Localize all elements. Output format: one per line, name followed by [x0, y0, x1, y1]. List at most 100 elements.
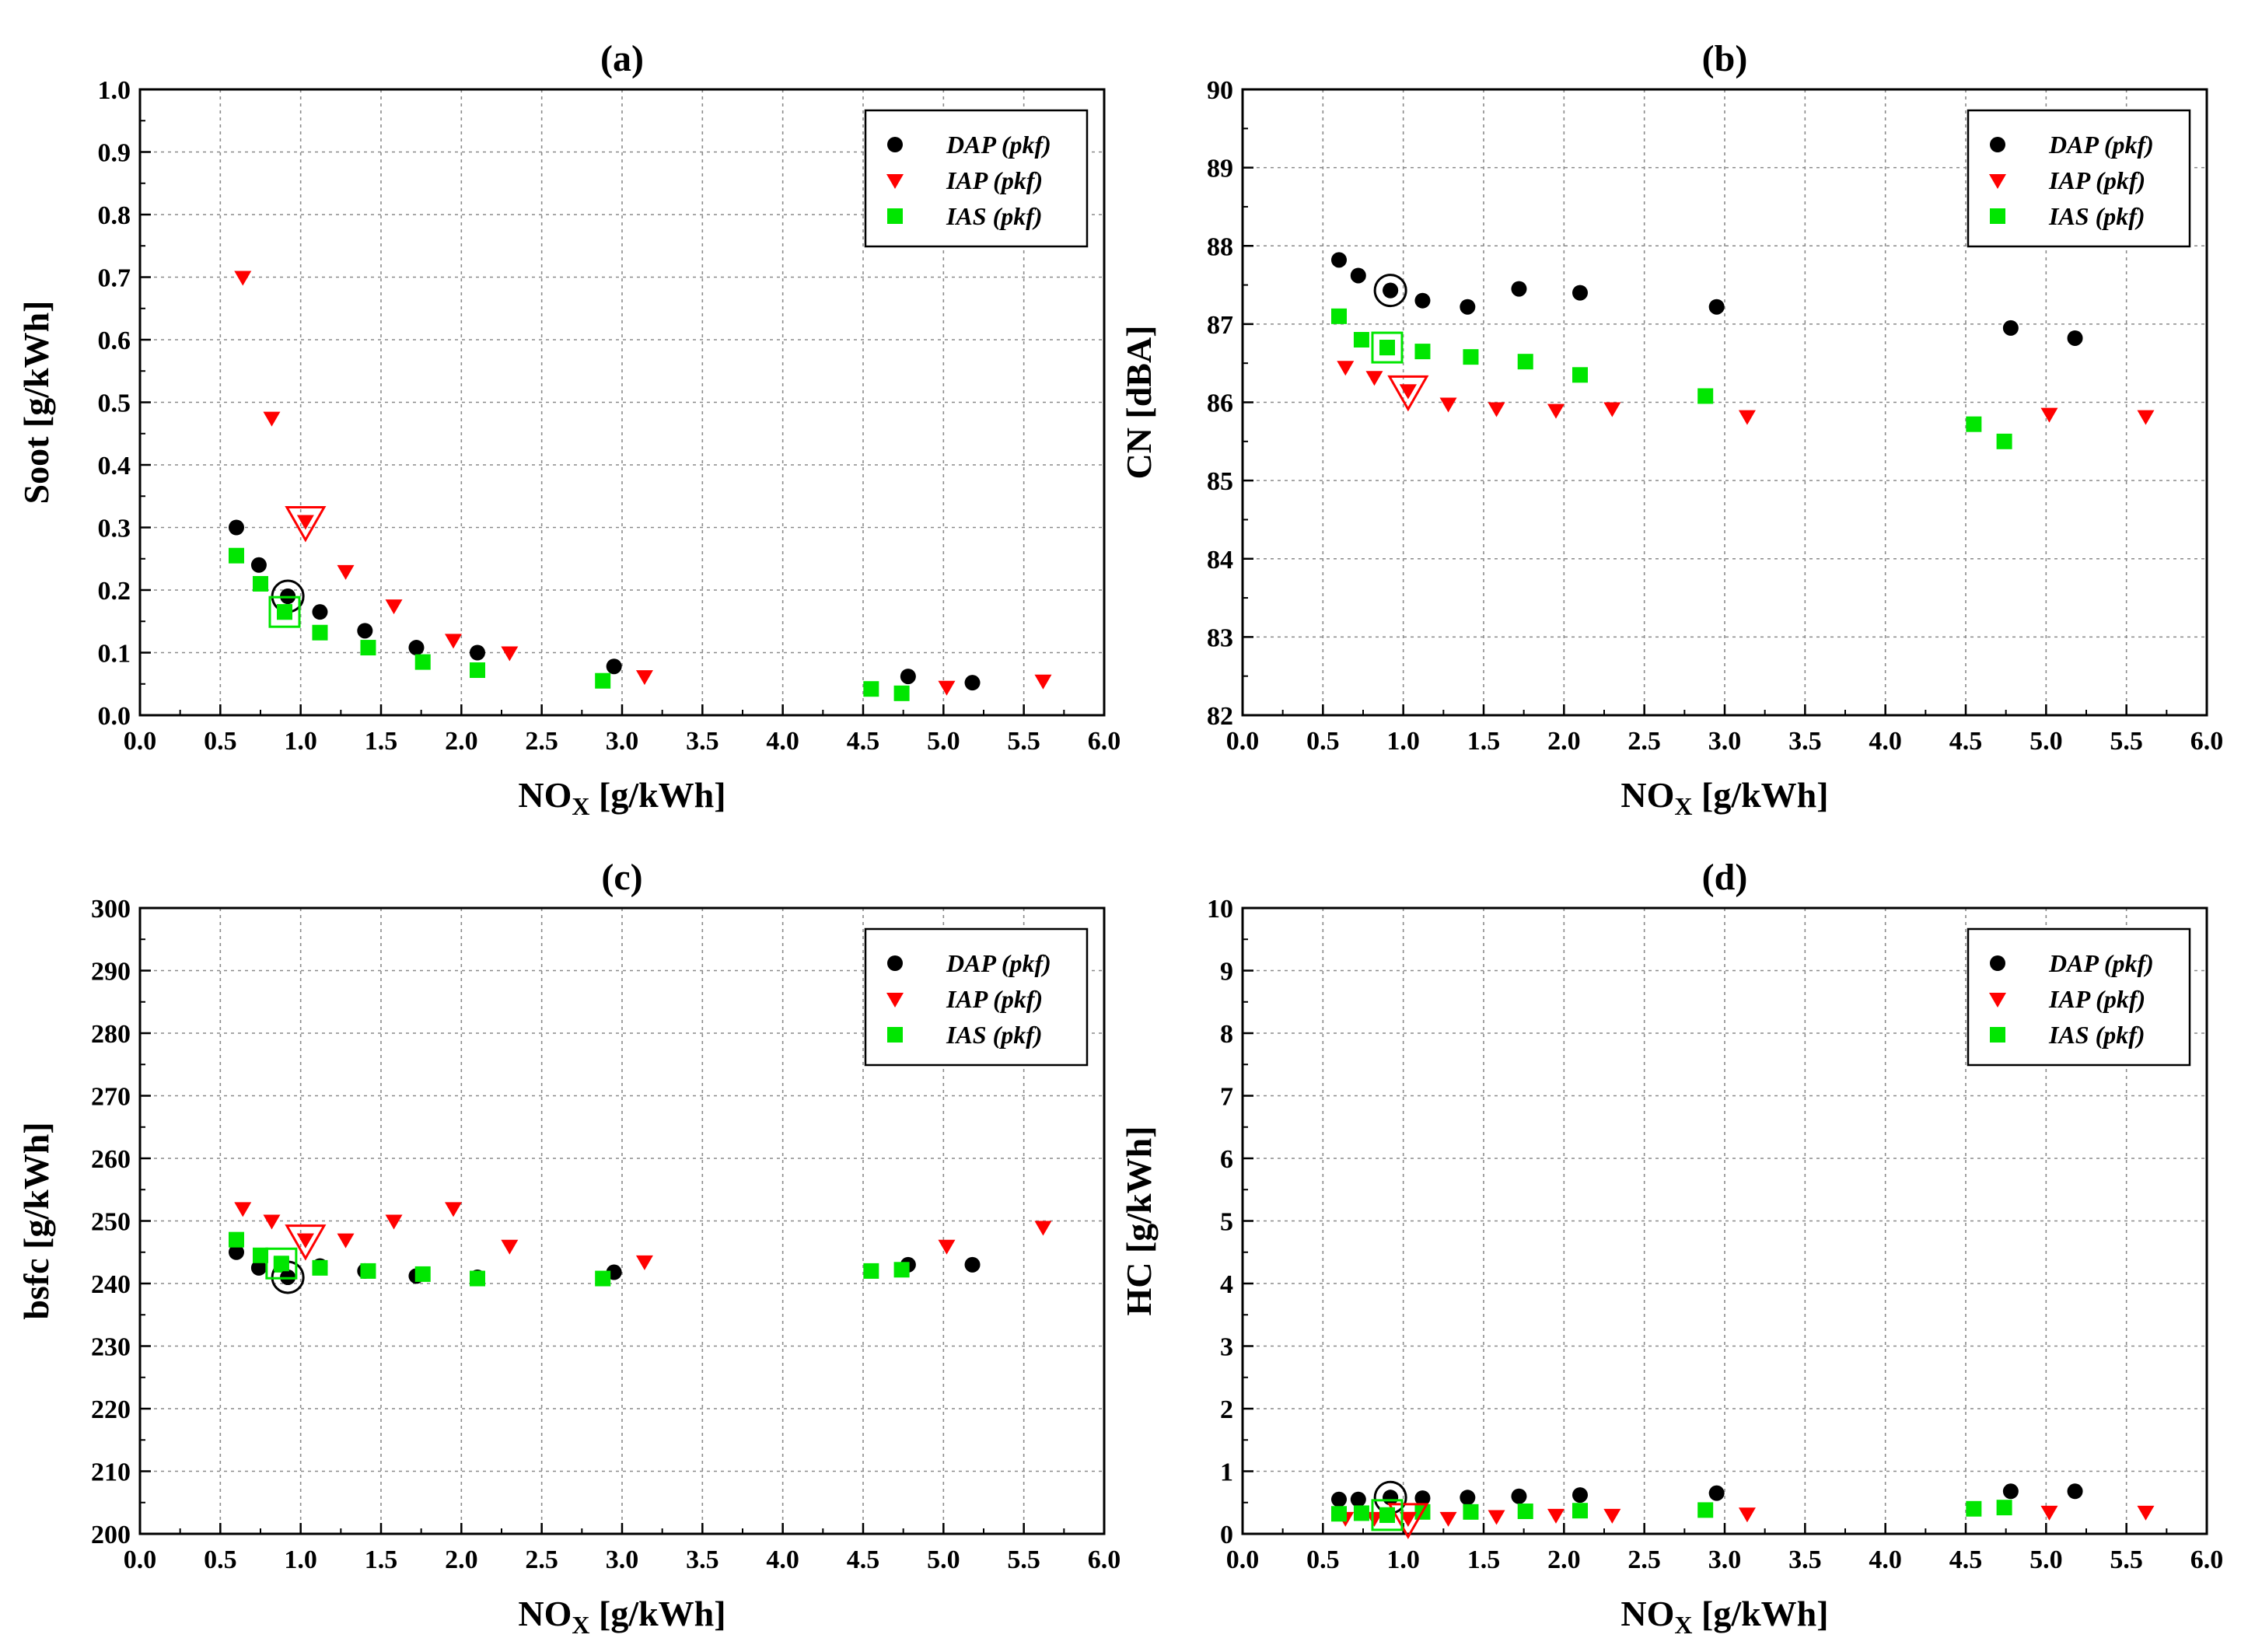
x-tick-label: 0.5 [1306, 727, 1340, 756]
panel-title: (a) [600, 38, 644, 79]
highlight-ring [1373, 274, 1407, 308]
data-point-iap [2040, 407, 2058, 423]
data-point-ias [595, 672, 611, 689]
highlight-ring [1387, 375, 1429, 412]
data-point-ias [1966, 1500, 1982, 1517]
data-point-ias [229, 1231, 244, 1248]
x-axis-label: NOX [g/kWh] [518, 1594, 725, 1639]
data-point-ias [253, 1247, 268, 1263]
data-point-iap [385, 599, 403, 615]
x-tick-label: 2.5 [525, 1545, 558, 1574]
data-point-ias [1697, 1502, 1714, 1518]
x-tick-label: 2.5 [1627, 727, 1661, 756]
x-tick-label: 1.5 [1467, 1545, 1501, 1574]
y-tick-label: 0.0 [98, 702, 131, 731]
data-point-ias [1353, 332, 1369, 348]
data-point-iap [1034, 1221, 1052, 1236]
legend-label-dap: DAP (pkf) [2048, 131, 2154, 159]
x-tick-label: 3.5 [686, 727, 719, 756]
y-tick-label: 0 [1220, 1521, 1233, 1549]
data-point-dap [1414, 292, 1431, 309]
highlight-ring [1371, 1499, 1404, 1532]
data-point-dap [2002, 320, 2019, 336]
x-tick-label: 5.0 [927, 727, 960, 756]
x-tick-label: 4.0 [766, 727, 799, 756]
data-point-iap [385, 1214, 403, 1230]
data-point-ias [1331, 1506, 1347, 1522]
data-point-ias [229, 547, 244, 564]
data-point-ias [360, 640, 376, 656]
data-points [1331, 252, 2155, 449]
highlight-point [277, 604, 292, 620]
panel-title: (d) [1702, 857, 1748, 898]
y-tick-label: 1 [1220, 1458, 1233, 1487]
x-tick-label: 2.0 [1547, 1545, 1581, 1574]
legend-label-ias: IAS (pkf) [946, 1021, 1043, 1049]
data-point-dap [1708, 1485, 1725, 1501]
x-tick-label: 6.0 [1088, 1545, 1121, 1574]
y-tick-label: 260 [91, 1145, 131, 1174]
highlight-ring [268, 595, 301, 628]
data-point-dap [1331, 252, 1347, 268]
data-point-ias [595, 1270, 611, 1287]
y-axis-label: HC [g/kWh] [1119, 1126, 1159, 1315]
data-point-iap [1365, 1511, 1383, 1527]
data-point-iap [1547, 1508, 1565, 1524]
data-point-ias [253, 575, 268, 592]
x-tick-label: 2.5 [525, 727, 558, 756]
data-points [229, 271, 1052, 701]
legend-marker-dap [1990, 955, 2005, 971]
legend-marker-dap [887, 137, 903, 152]
x-tick-label: 1.5 [365, 1545, 398, 1574]
y-tick-label: 300 [91, 895, 131, 924]
legend-marker-dap [1990, 137, 2005, 152]
data-point-dap [1350, 1491, 1366, 1507]
y-tick-label: 0.1 [98, 640, 131, 669]
y-tick-label: 83 [1207, 623, 1233, 652]
highlight-ias [265, 1247, 298, 1280]
panel-2: (b) 0.0 0.5 1.0 1.5 2.0 2.5 3.0 3.5 4.0 4.5 5.0 5.5 6… [1119, 38, 2223, 820]
y-tick-label: 0.4 [98, 452, 131, 480]
highlight-point [1383, 1490, 1399, 1506]
y-tick-label: 9 [1220, 958, 1233, 987]
y-tick-label: 210 [91, 1458, 131, 1487]
x-tick-label: 1.0 [284, 1545, 317, 1574]
highlight-ring [1371, 331, 1404, 364]
data-point-iap [263, 1214, 281, 1230]
data-point-dap [312, 604, 328, 620]
data-point-dap [2002, 1483, 2019, 1500]
x-tick-label: 6.0 [2190, 727, 2224, 756]
data-point-ias [414, 654, 431, 670]
y-tick-label: 90 [1207, 76, 1233, 105]
legend-marker-iap [886, 993, 904, 1008]
x-tick-label: 0.5 [1306, 1545, 1340, 1574]
y-tick-label: 10 [1207, 895, 1233, 924]
data-point-dap [964, 675, 981, 691]
data-point-dap [1460, 299, 1476, 315]
data-point-ias [1463, 349, 1479, 365]
panel-title: (b) [1702, 38, 1748, 79]
data-point-ias [312, 1259, 328, 1276]
data-point-dap [1331, 1491, 1347, 1507]
data-points [229, 1202, 1052, 1294]
x-tick-label: 4.0 [1869, 1545, 1902, 1574]
y-tick-label: 82 [1207, 702, 1233, 731]
y-axis-label: bsfc [g/kWh] [16, 1122, 56, 1319]
legend-marker-dap [887, 955, 903, 971]
data-point-dap [1572, 285, 1588, 301]
y-tick-label: 3 [1220, 1333, 1233, 1362]
data-point-ias [1697, 388, 1714, 404]
data-point-dap [229, 1244, 244, 1260]
highlight-iap [285, 505, 327, 543]
legend-label-dap: DAP (pkf) [2048, 949, 2154, 977]
data-point-iap [1439, 397, 1457, 413]
y-tick-label: 5 [1220, 1208, 1233, 1237]
highlight-ias [268, 595, 301, 628]
data-point-iap [2040, 1505, 2058, 1521]
data-point-iap [635, 670, 653, 686]
data-point-dap [964, 1256, 981, 1273]
data-point-iap [337, 564, 355, 580]
x-tick-label: 4.5 [1949, 727, 1983, 756]
panel-title: (c) [601, 857, 642, 898]
legend-label-iap: IAP (pkf) [946, 985, 1043, 1013]
